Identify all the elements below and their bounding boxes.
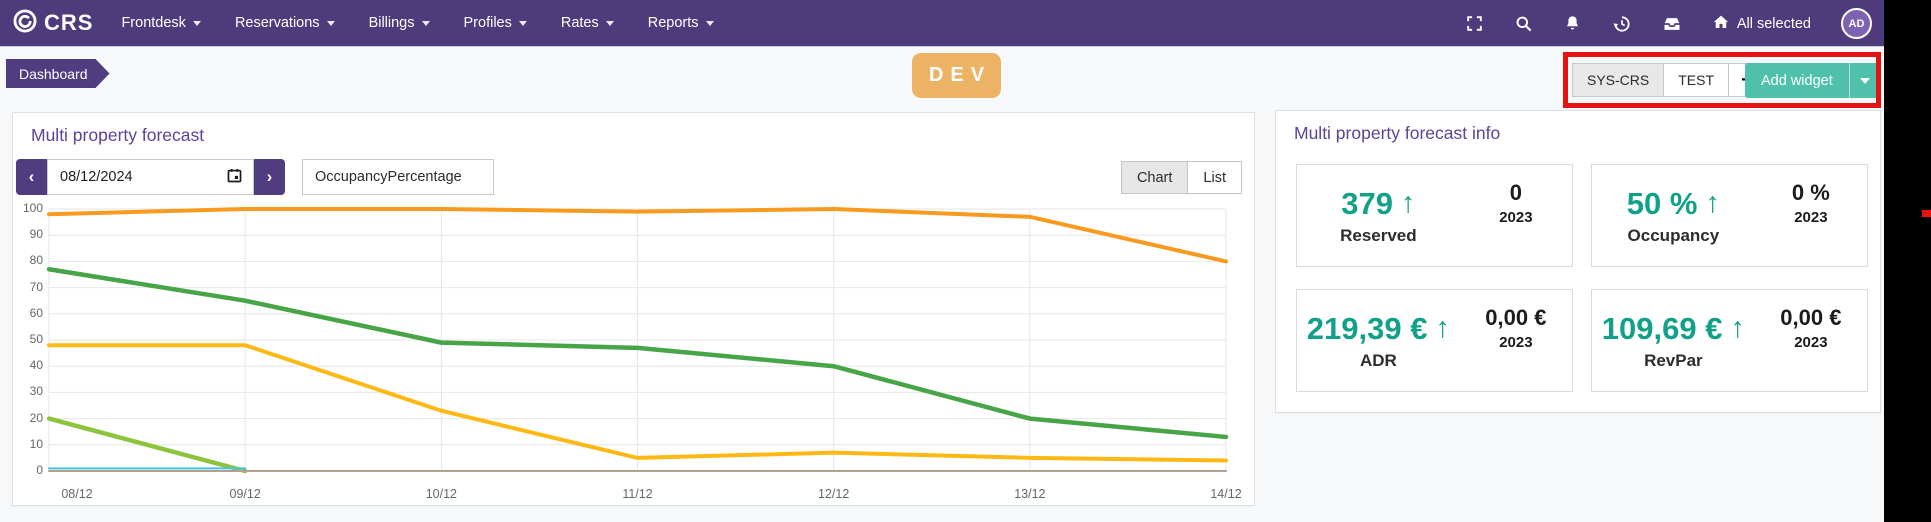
forecast-panel-title: Multi property forecast [31,125,205,145]
stat-prev-year: 2023 [1794,334,1828,351]
chevron-down-icon [192,20,201,26]
nav-item-billings[interactable]: Billings [369,15,430,31]
stat-prev-year: 2023 [1794,209,1828,226]
view-toggle-list[interactable]: List [1187,161,1242,194]
trend-up-icon: ↑ [1730,312,1745,344]
inbox-icon[interactable] [1662,14,1682,34]
series-orange [47,207,1228,264]
top-navbar: CRS Frontdesk Reservations Billings Profile… [0,0,1884,47]
nav-item-frontdesk[interactable]: Frontdesk [121,15,201,31]
stat-prev-year: 2023 [1499,334,1533,351]
forecast-panel: Multi property forecast ‹ 08/12/2024 › O… [12,112,1255,506]
view-toggle-chart[interactable]: Chart [1120,161,1189,194]
home-icon [1712,13,1730,35]
stat-card: 379 ↑ Reserved 0 2023 [1296,164,1573,267]
breadcrumb[interactable]: Dashboard [6,59,110,88]
search-icon[interactable] [1514,14,1533,33]
stat-label: Occupancy [1627,225,1720,245]
nav-item-reservations[interactable]: Reservations [235,15,335,31]
chevron-down-icon [421,20,430,26]
history-icon[interactable] [1612,14,1632,34]
nav-right-icons: All selected AD [1465,0,1872,47]
series-light-green [46,416,248,474]
stat-card: 50 % ↑ Occupancy 0 % 2023 [1591,164,1868,267]
metric-selector[interactable]: OccupancyPercentage [302,159,494,195]
chevron-down-icon [1859,77,1870,84]
nav-item-rates[interactable]: Rates [561,15,614,31]
stat-label: RevPar [1644,350,1703,370]
stat-prev-year: 2023 [1499,209,1533,226]
view-toggle: Chart List [1120,161,1242,194]
logo-text: CRS [44,10,94,35]
annotation-mark [1922,210,1931,217]
info-panel-title: Multi property forecast info [1294,123,1501,143]
property-selector[interactable]: All selected [1712,13,1811,35]
workspace-tab-test[interactable]: TEST [1663,63,1730,97]
chevron-down-icon [518,20,527,26]
stat-prev-value: 0,00 € [1485,305,1547,330]
stat-cards: 379 ↑ Reserved 0 2023 50 % ↑ Occupancy 0… [1296,164,1868,392]
chevron-down-icon [326,20,335,26]
date-prev-button[interactable]: ‹ [16,159,47,195]
trend-up-icon: ↑ [1435,312,1450,344]
stat-card: 109,69 € ↑ RevPar 0,00 € 2023 [1591,289,1868,392]
nav-menu: Frontdesk Reservations Billings Profiles Rat… [121,15,714,31]
user-avatar[interactable]: AD [1841,8,1872,39]
workspace-tab-sys-crs[interactable]: SYS-CRS [1572,63,1665,97]
date-next-button[interactable]: › [254,159,285,195]
chevron-down-icon [605,20,614,26]
calendar-icon[interactable] [226,167,243,188]
nav-item-reports[interactable]: Reports [648,15,714,31]
date-input[interactable]: 08/12/2024 [47,159,254,195]
stat-prev-value: 0 [1509,180,1522,205]
forecast-info-panel: Multi property forecast info 379 ↑ Reser… [1275,110,1881,413]
chevron-down-icon [705,20,714,26]
trend-up-icon: ↑ [1705,187,1720,219]
date-value: 08/12/2024 [60,169,133,185]
crs-logo-icon [12,8,38,39]
series-amber [47,343,1228,463]
series-dark-green [46,267,1229,440]
stat-label: ADR [1359,350,1397,370]
add-widget-split-button: Add widget [1745,63,1880,98]
add-widget-dropdown-button[interactable] [1848,63,1880,98]
add-widget-button[interactable]: Add widget [1745,63,1849,98]
property-selector-label: All selected [1736,15,1811,32]
trend-up-icon: ↑ [1400,187,1416,219]
stat-value: 50 % [1626,185,1698,221]
stat-value: 109,69 € [1601,310,1723,346]
env-badge-dev: DEV [912,53,1001,98]
forecast-line-chart[interactable] [46,201,1229,479]
stat-value: 379 [1341,185,1393,221]
stat-prev-value: 0,00 € [1780,305,1842,330]
stat-label: Reserved [1340,225,1417,245]
app-root: CRS Frontdesk Reservations Billings Profile… [0,0,1884,522]
stat-value: 219,39 € [1306,310,1428,346]
nav-item-profiles[interactable]: Profiles [464,15,527,31]
stat-card: 219,39 € ↑ ADR 0,00 € 2023 [1296,289,1573,392]
stat-prev-value: 0 % [1791,180,1830,205]
fullscreen-icon[interactable] [1465,14,1484,33]
crs-logo[interactable]: CRS [0,8,107,39]
bell-icon[interactable] [1563,14,1582,33]
